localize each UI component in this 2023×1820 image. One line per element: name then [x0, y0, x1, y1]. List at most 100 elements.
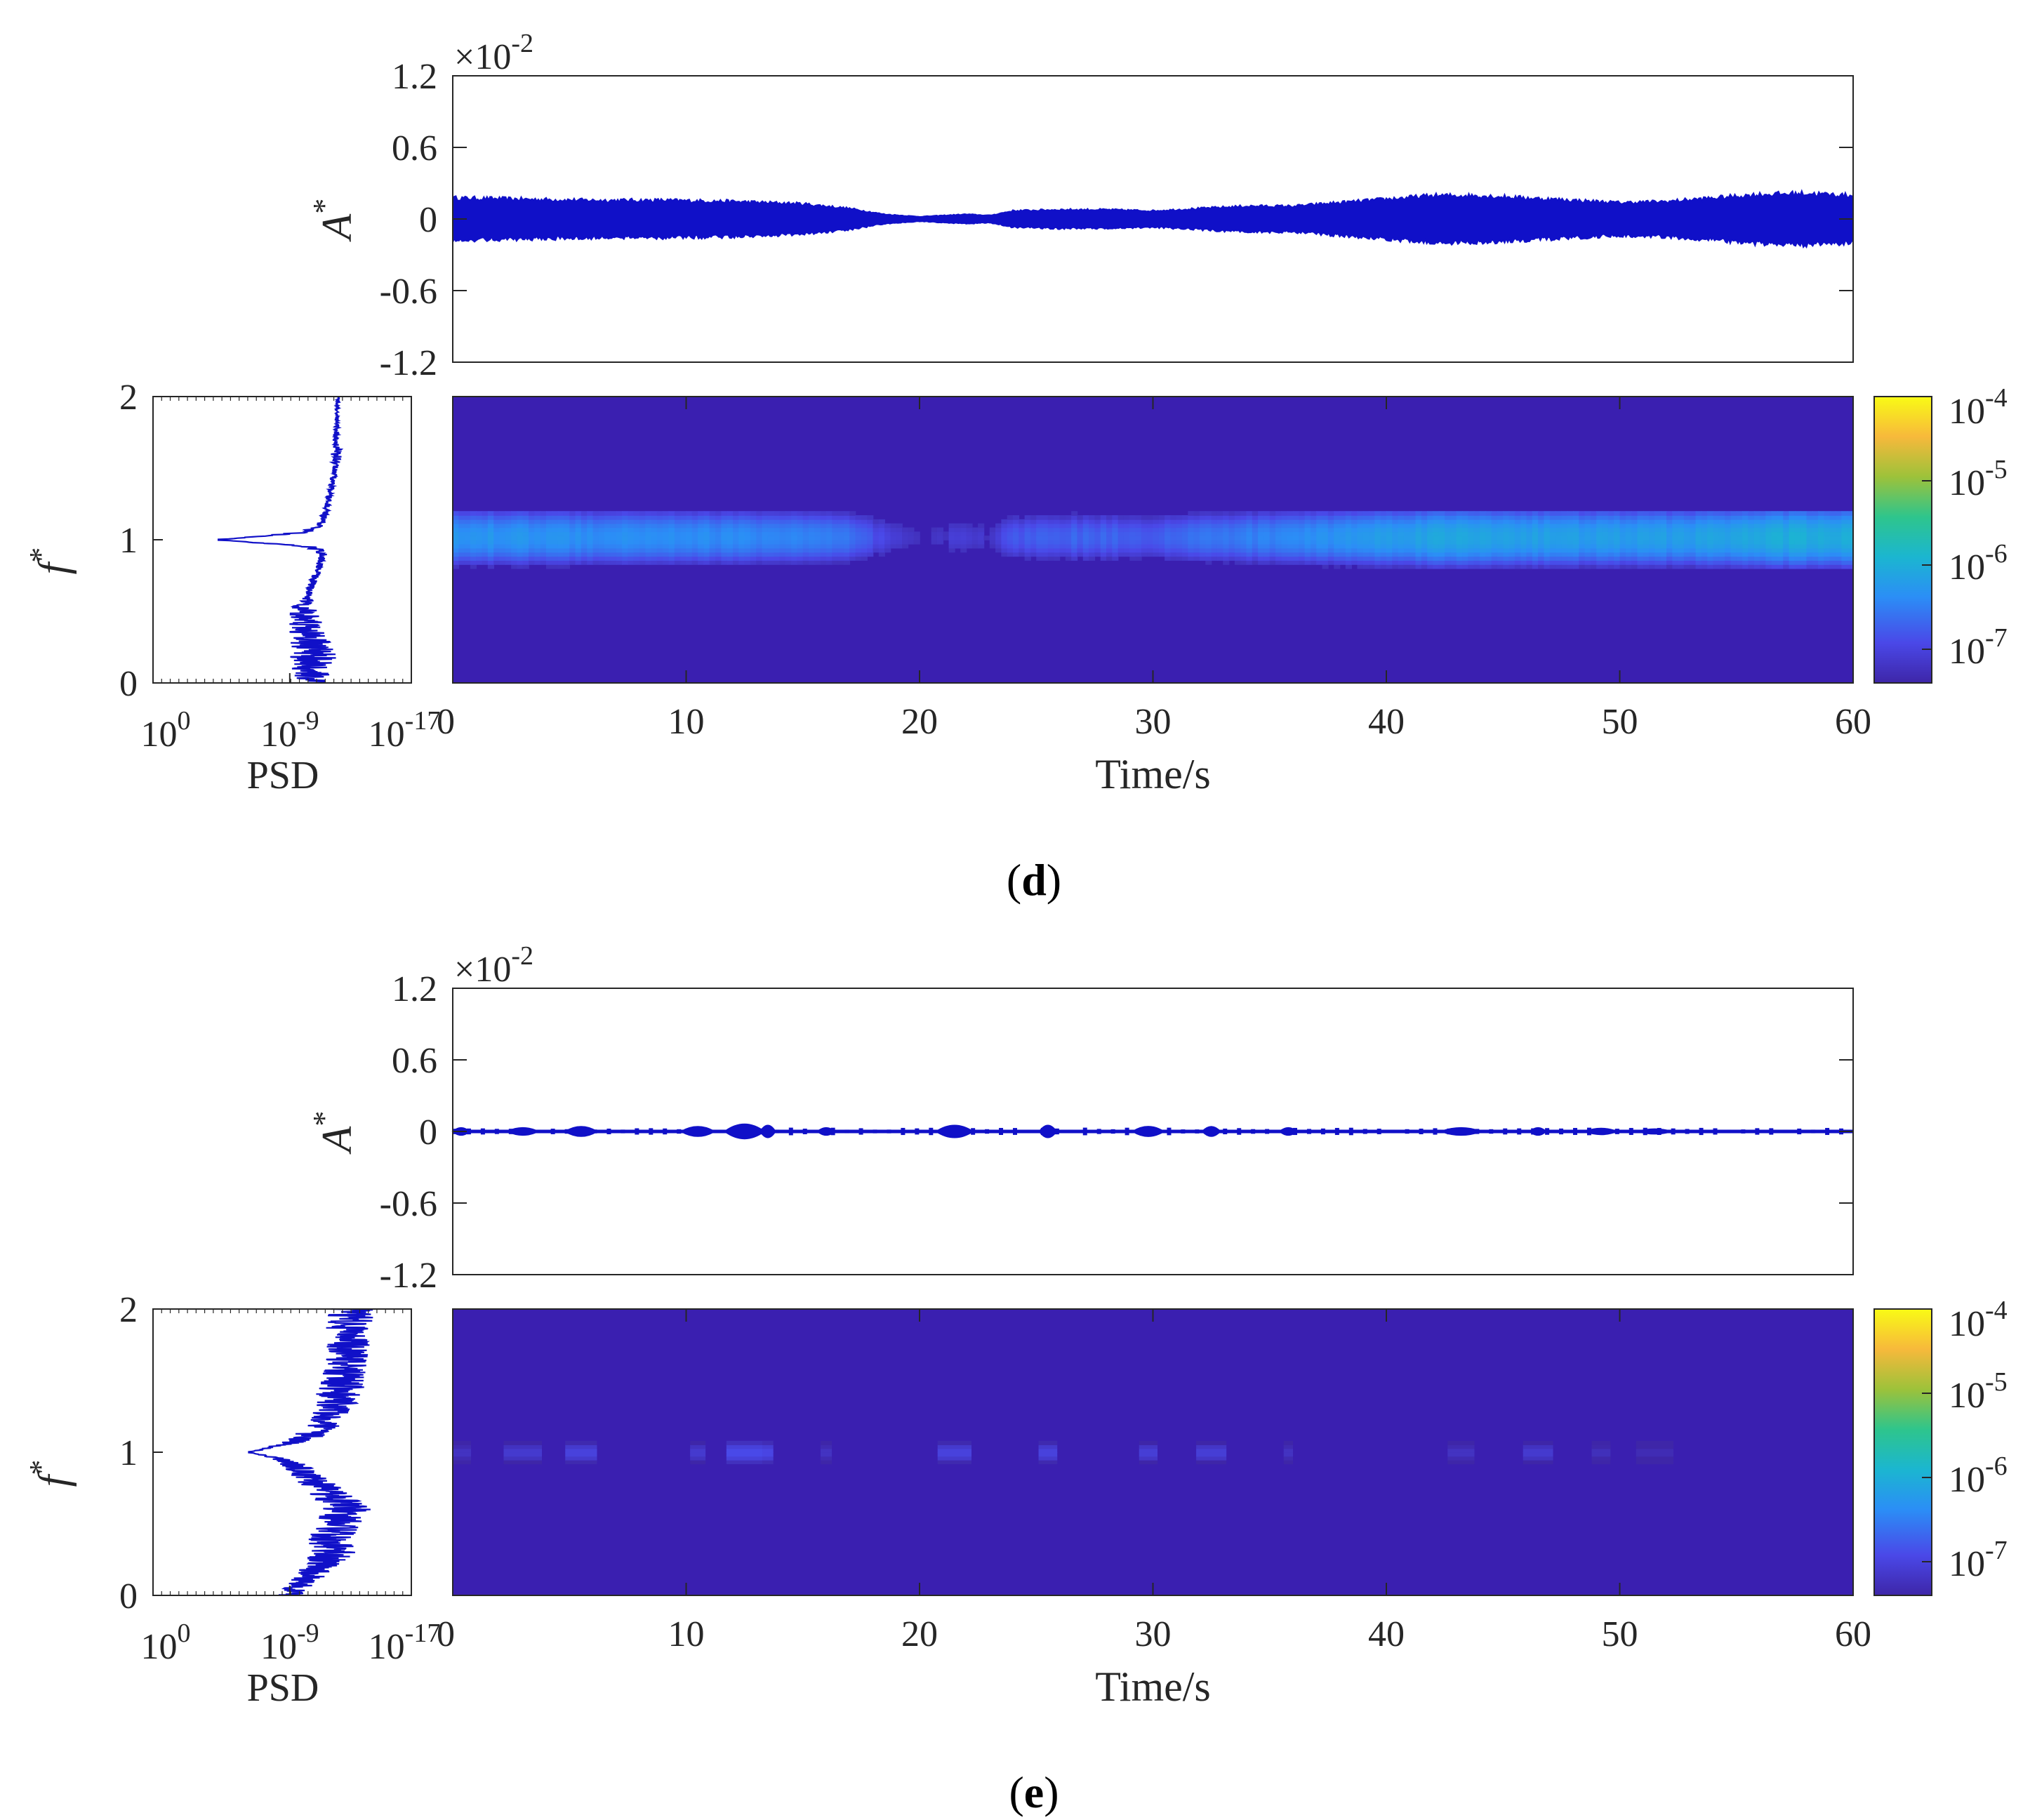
- spectrogram-cell: [1013, 527, 1020, 533]
- spectrogram-cell: [1538, 527, 1545, 533]
- spectrogram-cell: [1334, 536, 1341, 540]
- spectrogram-cell: [645, 531, 652, 536]
- spectrogram-burst-cell: [820, 1448, 833, 1453]
- spectrogram-cell: [873, 531, 880, 536]
- spectrogram-cell: [1129, 543, 1136, 549]
- spectrogram-cell: [1223, 515, 1230, 520]
- spectrogram-cell: [668, 536, 675, 540]
- spectrogram-cell: [1269, 515, 1276, 520]
- spectrogram-cell: [709, 515, 716, 520]
- spectrogram-cell: [1590, 519, 1598, 524]
- spectrogram-cell: [493, 515, 500, 520]
- spectrogram-cell: [639, 515, 646, 520]
- spectrogram-cell: [1736, 515, 1743, 520]
- spectrogram-cell: [1462, 511, 1469, 516]
- spectrogram-cell: [1047, 519, 1054, 524]
- spectrogram-cell: [978, 531, 985, 536]
- spectrogram-cell: [855, 543, 862, 549]
- spectrogram-cell: [1649, 552, 1656, 557]
- spectrogram-cell: [1829, 564, 1836, 569]
- spectrogram-cell: [1800, 560, 1808, 565]
- spectrogram-cell: [1607, 519, 1614, 524]
- spectrogram-cell: [1526, 543, 1533, 549]
- spectrogram-cell: [1649, 536, 1656, 540]
- spectrogram-cell: [1607, 543, 1614, 549]
- spectrogram-cell: [820, 523, 827, 529]
- spectrogram-cell: [1556, 543, 1563, 549]
- spectrogram-cell: [1275, 523, 1282, 529]
- spectrogram-cell: [1211, 540, 1218, 545]
- spectrogram-cell: [1117, 531, 1125, 536]
- spectrogram-cell: [1666, 552, 1673, 557]
- spectrogram-burst-cell: [937, 1459, 972, 1465]
- spectrogram-cell: [931, 527, 938, 533]
- amplitude-noise: [971, 1128, 976, 1135]
- spectrogram-cell: [1392, 564, 1399, 569]
- spectrogram-burst-cell: [1038, 1452, 1058, 1457]
- spectrogram-cell: [1153, 515, 1160, 520]
- spectrogram-cell: [1579, 540, 1586, 545]
- spectrogram-cell: [563, 560, 571, 565]
- spectrogram-cell: [1678, 515, 1685, 520]
- spectrogram-cell: [1275, 552, 1282, 557]
- amplitude-ylabel-sup: *: [307, 199, 341, 214]
- amplitude-ytick-label: -0.6: [380, 1184, 437, 1224]
- spectrogram-cell: [966, 536, 973, 540]
- spectrogram-cell: [1223, 552, 1230, 557]
- spectrogram-cell: [1619, 556, 1626, 561]
- spectrogram-cell: [948, 531, 955, 536]
- spectrogram-cell: [1573, 560, 1580, 565]
- spectrogram-cell: [1753, 556, 1760, 561]
- spectrogram-cell: [1660, 511, 1667, 516]
- spectrogram-cell: [1532, 523, 1539, 529]
- spectrogram-cell: [1561, 536, 1568, 540]
- spectrogram-cell: [966, 540, 973, 545]
- spectrogram-cell: [505, 560, 512, 565]
- spectrogram-cell: [1193, 531, 1200, 536]
- spectrogram-cell: [1322, 523, 1329, 529]
- spectrogram-cell: [1836, 552, 1843, 557]
- spectrogram-cell: [1584, 531, 1591, 536]
- spectrogram-cell: [1141, 536, 1148, 540]
- spectrogram-cell: [698, 547, 705, 553]
- spectrogram-cell: [1777, 547, 1784, 553]
- spectrogram-cell: [1287, 552, 1294, 557]
- spectrogram-cell: [837, 543, 844, 549]
- spectrogram-burst-cell: [1447, 1440, 1475, 1445]
- spectrogram-cell: [1030, 523, 1037, 529]
- spectrogram-cell: [1362, 556, 1369, 561]
- spectrogram-cell: [744, 536, 751, 540]
- spectrogram-cell: [1544, 531, 1551, 536]
- caption-open-paren: (: [1007, 855, 1021, 905]
- spectrogram-cell: [995, 531, 1002, 536]
- spectrogram-cell: [517, 543, 524, 549]
- spectrogram-cell: [1473, 527, 1480, 533]
- spectrogram-cell: [1701, 536, 1708, 540]
- spectrogram-cell: [1316, 540, 1323, 545]
- psd-xtick-exp: 0: [178, 706, 191, 736]
- spectrogram-cell: [837, 515, 844, 520]
- spectrogram-cell: [493, 523, 500, 529]
- spectrogram-cell: [1718, 519, 1725, 524]
- spectrogram-cell: [1386, 552, 1393, 557]
- spectrogram-cell: [762, 552, 769, 557]
- spectrogram-cell: [1322, 560, 1329, 565]
- spectrogram-cell: [1806, 547, 1813, 553]
- spectrogram-cell: [546, 527, 553, 533]
- amplitude-noise: [1026, 1129, 1031, 1134]
- spectrogram-cell: [802, 523, 809, 529]
- spectrogram-cell: [610, 531, 617, 536]
- spectrogram-cell: [1660, 515, 1667, 520]
- spectrogram-cell: [698, 560, 705, 565]
- spectrogram-cell: [715, 552, 722, 557]
- spectrogram-cell: [557, 552, 564, 557]
- spectrogram-cell: [1369, 531, 1376, 536]
- spectrogram-cell: [1001, 552, 1008, 557]
- spectrogram-cell: [1748, 547, 1755, 553]
- spectrogram-cell: [1001, 536, 1008, 540]
- amplitude-noise: [1741, 1129, 1746, 1134]
- spectrogram-cell: [1794, 556, 1801, 561]
- spectrogram-cell: [1007, 523, 1014, 529]
- spectrogram-cell: [867, 531, 874, 536]
